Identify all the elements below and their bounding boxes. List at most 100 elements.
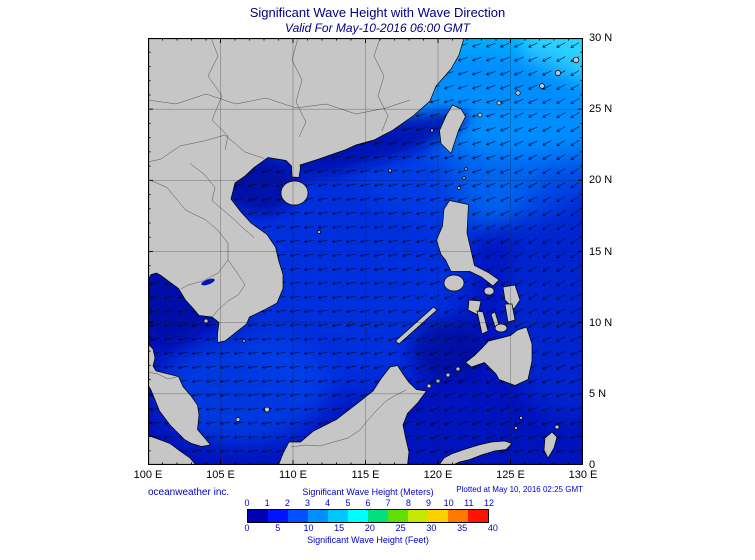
source-credit: oceanweather inc.: [148, 487, 230, 498]
lon-tick-label: 100 E: [133, 469, 163, 481]
landmass-borneo: [278, 365, 428, 465]
colorbar-meters-label: Significant Wave Height (Meters): [302, 487, 434, 497]
wave-height-shading: [286, 111, 470, 177]
lat-tick-label: 10 N: [589, 316, 613, 329]
colorbar-meters-tick: 11: [464, 498, 474, 508]
island-ryukyu: [572, 56, 580, 64]
colorbar-feet-tick: 5: [275, 523, 281, 533]
colorbar-segment: [308, 510, 328, 522]
island-babuyan: [457, 186, 461, 190]
island-taiwan: [439, 104, 466, 155]
lat-axis-labels: 30 N 25 N 20 N 15 N 10 N 5 N 0: [589, 32, 634, 471]
colorbar-meters-tick: 6: [365, 498, 371, 508]
border-line: [148, 134, 265, 163]
island-sulu: [445, 372, 451, 378]
island-paracel: [317, 230, 321, 234]
map-svg: [148, 38, 583, 465]
colorbar-feet-tick: 20: [364, 523, 375, 533]
island-luzon: [436, 200, 500, 287]
island-leyte: [504, 303, 516, 323]
colorbar-meters-tick: 10: [443, 498, 454, 508]
wave-height-shading: [410, 320, 486, 380]
island-sangihe: [514, 426, 518, 430]
lon-tick-label: 115 E: [351, 469, 380, 481]
landmass-china-indochina: [148, 38, 465, 343]
island-palawan: [394, 306, 438, 345]
colorbar-meters-tick: 0: [244, 498, 250, 508]
border-line: [207, 38, 229, 151]
colorbar-meters-tick: 12: [483, 498, 495, 508]
island-natuna: [264, 406, 270, 413]
colorbar-meters-tick: 5: [345, 498, 351, 508]
plotted-timestamp: Plotted at May 10, 2016 02:25 GMT: [456, 485, 583, 494]
colorbar-feet-tick: 10: [303, 523, 314, 533]
island-mindanao: [464, 326, 533, 386]
lon-tick-label: 130 E: [568, 469, 598, 481]
border-line: [148, 371, 179, 380]
island-spratly: [349, 321, 353, 325]
island-scarborough: [404, 248, 408, 252]
colorbar-meters-tick: 8: [405, 498, 411, 508]
colorbar-segment: [248, 510, 268, 522]
island-ryukyu: [555, 70, 561, 76]
colorbar-feet-tick: 0: [244, 523, 250, 533]
island-hainan: [280, 180, 309, 206]
island-ryukyu: [539, 83, 545, 89]
lat-tick-label: 20 N: [589, 174, 613, 187]
island-ryukyu: [496, 100, 502, 106]
map-plot: [148, 38, 583, 465]
landmass-malay-peninsula: [148, 343, 212, 447]
border-line: [290, 389, 407, 448]
island-sulawesi: [438, 440, 513, 465]
lon-tick-label: 125 E: [496, 469, 525, 481]
colorbar-segment: [428, 510, 448, 522]
landmass-sumatra: [148, 434, 197, 465]
island-phu-quoc: [203, 318, 209, 324]
island-halmahera: [543, 431, 558, 459]
colorbar-feet-tick: 30: [426, 523, 437, 533]
lat-tick-label: 0: [589, 459, 596, 471]
island-masbate: [483, 286, 495, 296]
lat-tick-label: 25 N: [589, 103, 613, 116]
colorbar-gradient: [247, 509, 489, 523]
land-layer: [148, 38, 580, 465]
lon-tick-label: 105 E: [206, 469, 235, 481]
island-sulu: [426, 383, 432, 389]
border-line: [150, 180, 229, 260]
island-ryukyu: [477, 112, 483, 118]
colorbar-meters-tick: 7: [385, 498, 391, 508]
wave-height-shading: [158, 335, 328, 445]
colorbar-feet-tick: 35: [457, 523, 468, 533]
colorbar-meters-tick: 9: [425, 498, 432, 508]
island-mindoro: [443, 274, 465, 292]
colorbar-meters-tick: 3: [304, 498, 311, 508]
island-bohol: [494, 323, 508, 333]
lon-tick-label: 120 E: [423, 469, 453, 481]
colorbar-feet-tick: 40: [487, 523, 498, 533]
colorbar-feet-ticks: 0 5 10 15 20 25 30 35 40: [244, 523, 497, 534]
colorbar-segment: [288, 510, 308, 522]
colorbar-meters-tick: 4: [325, 498, 331, 508]
island-morotai: [554, 424, 560, 430]
lon-axis-labels: 100 E 105 E 110 E 115 E 120 E 125 E 130 E: [134, 469, 598, 483]
island-penghu: [430, 128, 434, 133]
colorbar-meters-tick: 1: [264, 498, 270, 508]
border-line: [148, 93, 411, 115]
island-sangihe: [519, 416, 523, 420]
colorbar-feet-tick: 15: [334, 523, 345, 533]
colorbar-segment: [388, 510, 408, 522]
island-sulu: [455, 366, 461, 372]
border-line: [373, 38, 389, 132]
border-line: [180, 259, 229, 290]
chart-subtitle: Valid For May-10-2016 06:00 GMT: [285, 21, 470, 35]
lat-tick-label: 15 N: [589, 245, 613, 258]
border-line: [211, 259, 246, 318]
colorbar-segment: [328, 510, 348, 522]
lat-tick-label: 5 N: [589, 387, 607, 400]
island-samar: [502, 284, 521, 310]
colorbar-meters-tick: 2: [284, 498, 290, 508]
colorbar-feet-label: Significant Wave Height (Feet): [307, 535, 429, 545]
map-frame: [148, 38, 583, 465]
island-pratas: [388, 168, 392, 173]
